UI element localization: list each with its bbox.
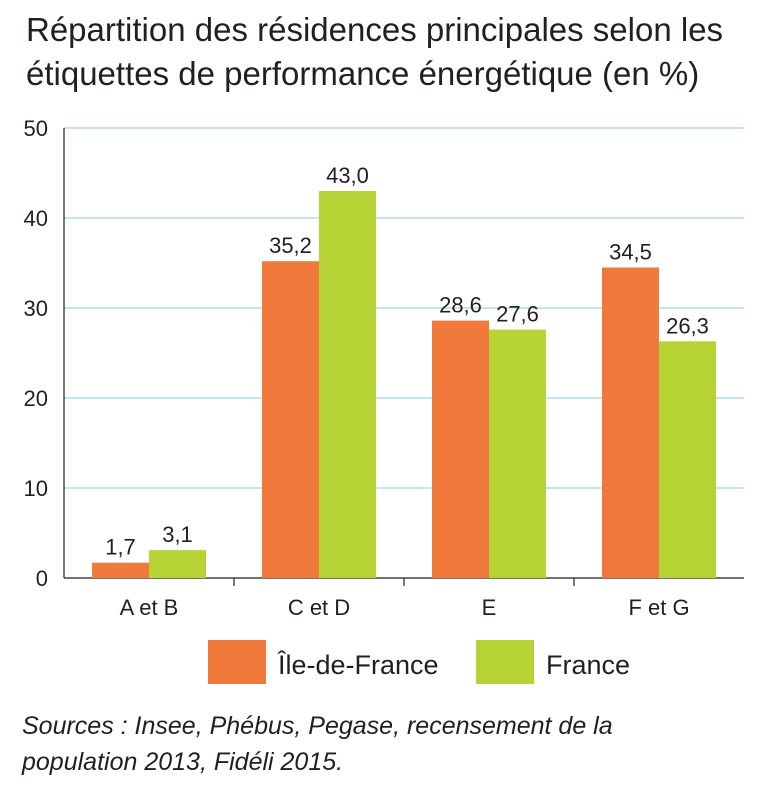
legend-label-ile-de-france: Île-de-France	[277, 649, 439, 680]
legend-swatch-france	[476, 640, 534, 684]
x-tick-label: F et G	[628, 595, 689, 620]
data-label: 28,6	[439, 293, 482, 318]
y-tick-label: 0	[36, 566, 48, 591]
data-label: 43,0	[326, 163, 369, 188]
source-note: Sources : Insee, Phébus, Pegase, recense…	[22, 708, 742, 780]
legend-label-france: France	[546, 650, 630, 680]
y-tick-label: 30	[24, 296, 48, 321]
bar-france	[489, 329, 546, 578]
chart-title: Répartition des résidences principales s…	[26, 8, 746, 96]
y-tick-label: 50	[24, 116, 48, 141]
bar-france	[319, 191, 376, 578]
data-label: 27,6	[496, 302, 539, 327]
data-label: 1,7	[105, 535, 136, 560]
bar-ile-de-france	[92, 562, 149, 578]
data-label: 3,1	[162, 522, 193, 547]
x-tick-label: A et B	[120, 595, 179, 620]
source-line2: population 2013, Fidéli 2015.	[22, 748, 344, 776]
chart-title-line2: étiquettes de performance énergétique (e…	[26, 55, 700, 92]
bar-ile-de-france	[602, 267, 659, 578]
data-label: 26,3	[666, 313, 709, 338]
x-tick-label: C et D	[288, 595, 350, 620]
x-tick-label: E	[482, 595, 497, 620]
source-line1: Sources : Insee, Phébus, Pegase, recense…	[22, 712, 613, 740]
bar-chart: 0 10 20 30 40 50 1,7 3,1 A et B 35,2 43,0 C et D 28,…	[24, 116, 744, 684]
bar-france	[149, 550, 206, 578]
legend-swatch-ile-de-france	[208, 640, 266, 684]
data-label: 35,2	[269, 233, 312, 258]
chart-title-line1: Répartition des résidences principales s…	[26, 11, 724, 48]
bar-ile-de-france	[432, 320, 489, 578]
bar-ile-de-france	[262, 261, 319, 578]
y-tick-label: 20	[24, 386, 48, 411]
y-tick-label: 10	[24, 476, 48, 501]
bar-france	[659, 341, 716, 578]
data-label: 34,5	[609, 240, 652, 265]
y-tick-label: 40	[24, 206, 48, 231]
